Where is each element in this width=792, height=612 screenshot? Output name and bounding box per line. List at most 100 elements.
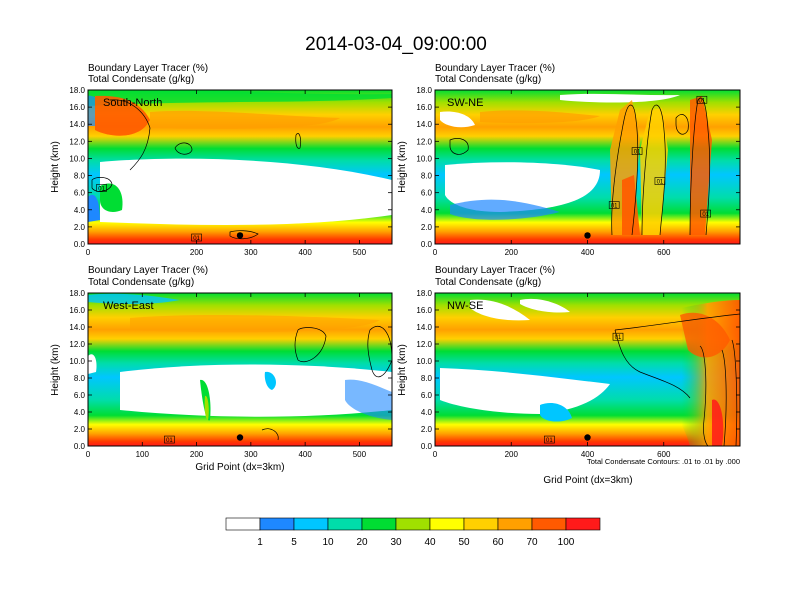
- y-tick-label: 10.0: [416, 357, 432, 366]
- panel-subtitle-condensate: Total Condensate (g/kg): [88, 277, 194, 288]
- y-tick-label: 4.0: [74, 408, 86, 417]
- y-tick-label: 14.0: [69, 120, 85, 129]
- panel-name: West-East: [103, 300, 154, 312]
- panel-subtitle-condensate: Total Condensate (g/kg): [435, 277, 541, 288]
- panel-sw-ne: Boundary Layer Tracer (%) Total Condensa…: [397, 63, 741, 257]
- location-marker: [236, 434, 244, 441]
- heatmap-field: [88, 90, 392, 244]
- panel-south-north: Boundary Layer Tracer (%) Total Condensa…: [50, 63, 393, 257]
- contour-label-group: 01 01 01 01 01: [608, 95, 711, 218]
- x-tick-label: 0: [433, 450, 438, 459]
- x-tick-label: 200: [505, 248, 519, 257]
- colorbar-label: 60: [492, 537, 504, 548]
- colorbar-label: 5: [291, 537, 297, 548]
- contour-label-box: [612, 332, 624, 341]
- x-tick-label: 100: [136, 450, 150, 459]
- y-tick-label: 0.0: [421, 442, 433, 451]
- x-axis-label: Grid Point (dx=3km): [543, 475, 632, 486]
- x-tick-label: 600: [657, 248, 671, 257]
- x-tick-label: 400: [298, 450, 312, 459]
- location-marker: [236, 232, 244, 239]
- y-tick-label: 6.0: [74, 391, 86, 400]
- y-tick-label: 8.0: [74, 374, 86, 383]
- y-tick-label: 14.0: [416, 323, 432, 332]
- y-tick-label: 2.0: [421, 425, 433, 434]
- colorbar-label: 50: [458, 537, 470, 548]
- colorbar-swatch: [565, 517, 601, 531]
- x-tick-label: 400: [581, 248, 595, 257]
- y-tick-label: 8.0: [421, 374, 433, 383]
- y-tick-label: 12.0: [416, 340, 432, 349]
- colorbar-swatch: [225, 517, 261, 531]
- y-axis-label: Height (km): [50, 344, 61, 396]
- y-axis-label: Height (km): [397, 141, 408, 193]
- contour-note: Total Condensate Contours: .01 to .01 by…: [587, 457, 740, 466]
- x-tick-label: 200: [190, 248, 204, 257]
- colorbar-swatch: [429, 517, 465, 531]
- contour-label: 01: [166, 438, 173, 444]
- location-marker: [584, 434, 591, 441]
- colorbar-swatch: [361, 517, 397, 531]
- contour-label-box: [654, 177, 666, 185]
- contour-label: 01: [98, 186, 105, 192]
- x-axis-label: Grid Point (dx=3km): [195, 462, 284, 473]
- plot-frame: [87, 292, 393, 447]
- x-tick-label: 300: [244, 248, 258, 257]
- colorbar-label: 1: [257, 537, 263, 548]
- y-tick-label: 18.0: [69, 86, 85, 95]
- heatmap-field: [435, 293, 740, 446]
- colorbar-swatch: [497, 517, 533, 531]
- x-tick-label: 0: [433, 248, 438, 257]
- x-tick-label: 400: [298, 248, 312, 257]
- y-tick-label: 8.0: [421, 172, 433, 181]
- panel-subtitle-condensate: Total Condensate (g/kg): [88, 74, 194, 85]
- panel-name: SW-NE: [447, 97, 483, 109]
- contour-label-group: 01: [164, 435, 175, 444]
- y-tick-label: 18.0: [69, 289, 85, 298]
- panel-west-east: Boundary Layer Tracer (%) Total Condensa…: [50, 265, 393, 473]
- y-axis-label: Height (km): [397, 344, 408, 396]
- y-tick-label: 16.0: [416, 306, 432, 315]
- colorbar-label: 40: [424, 537, 436, 548]
- contour-label-box: [544, 435, 555, 444]
- colorbar-label: 30: [390, 537, 402, 548]
- panel-subtitle-tracer: Boundary Layer Tracer (%): [88, 265, 208, 276]
- y-tick-label: 16.0: [69, 306, 85, 315]
- contour-label: 01: [611, 204, 618, 210]
- y-tick-label: 0.0: [74, 240, 86, 249]
- colorbar-swatch: [293, 517, 329, 531]
- contour-label-box: [608, 201, 620, 209]
- panel-subtitle-tracer: Boundary Layer Tracer (%): [435, 265, 555, 276]
- y-tick-label: 16.0: [416, 103, 432, 112]
- panel-name: NW-SE: [447, 300, 483, 312]
- y-tick-label: 18.0: [416, 289, 432, 298]
- contour-label: 01: [699, 98, 706, 104]
- y-tick-label: 14.0: [416, 120, 432, 129]
- colorbar-label: 20: [356, 537, 368, 548]
- terrain-marker-group: [584, 434, 591, 441]
- y-tick-label: 4.0: [74, 206, 86, 215]
- heatmap-field: [435, 90, 740, 244]
- y-axis-label: Height (km): [50, 141, 61, 193]
- y-tick-label: 6.0: [421, 391, 433, 400]
- y-tick-label: 10.0: [416, 154, 432, 163]
- y-tick-label: 10.0: [69, 357, 85, 366]
- y-tick-label: 16.0: [69, 103, 85, 112]
- y-tick-label: 14.0: [69, 323, 85, 332]
- y-tick-label: 6.0: [74, 189, 86, 198]
- contour-label: 01: [615, 335, 622, 341]
- colorbar-swatch: [531, 517, 567, 531]
- contour-label-box: [700, 209, 711, 218]
- colorbar-swatch: [327, 517, 363, 531]
- colorbar-swatch: [463, 517, 499, 531]
- y-tick-label: 12.0: [69, 137, 85, 146]
- axis-ticks: 0.0 2.0 4.0 6.0 8.0 10.0 12.0 14.0 16.0 18.0 0 100 2…: [69, 289, 392, 459]
- panel-subtitle-tracer: Boundary Layer Tracer (%): [435, 63, 555, 74]
- colorbar: 1 5 10 20 30 40 50 60 70 100: [225, 517, 601, 548]
- contour-label: 01: [702, 212, 709, 218]
- contour-label-box: [696, 95, 708, 104]
- contour-label: 01: [657, 180, 664, 186]
- y-tick-label: 2.0: [74, 223, 86, 232]
- y-tick-label: 0.0: [421, 240, 433, 249]
